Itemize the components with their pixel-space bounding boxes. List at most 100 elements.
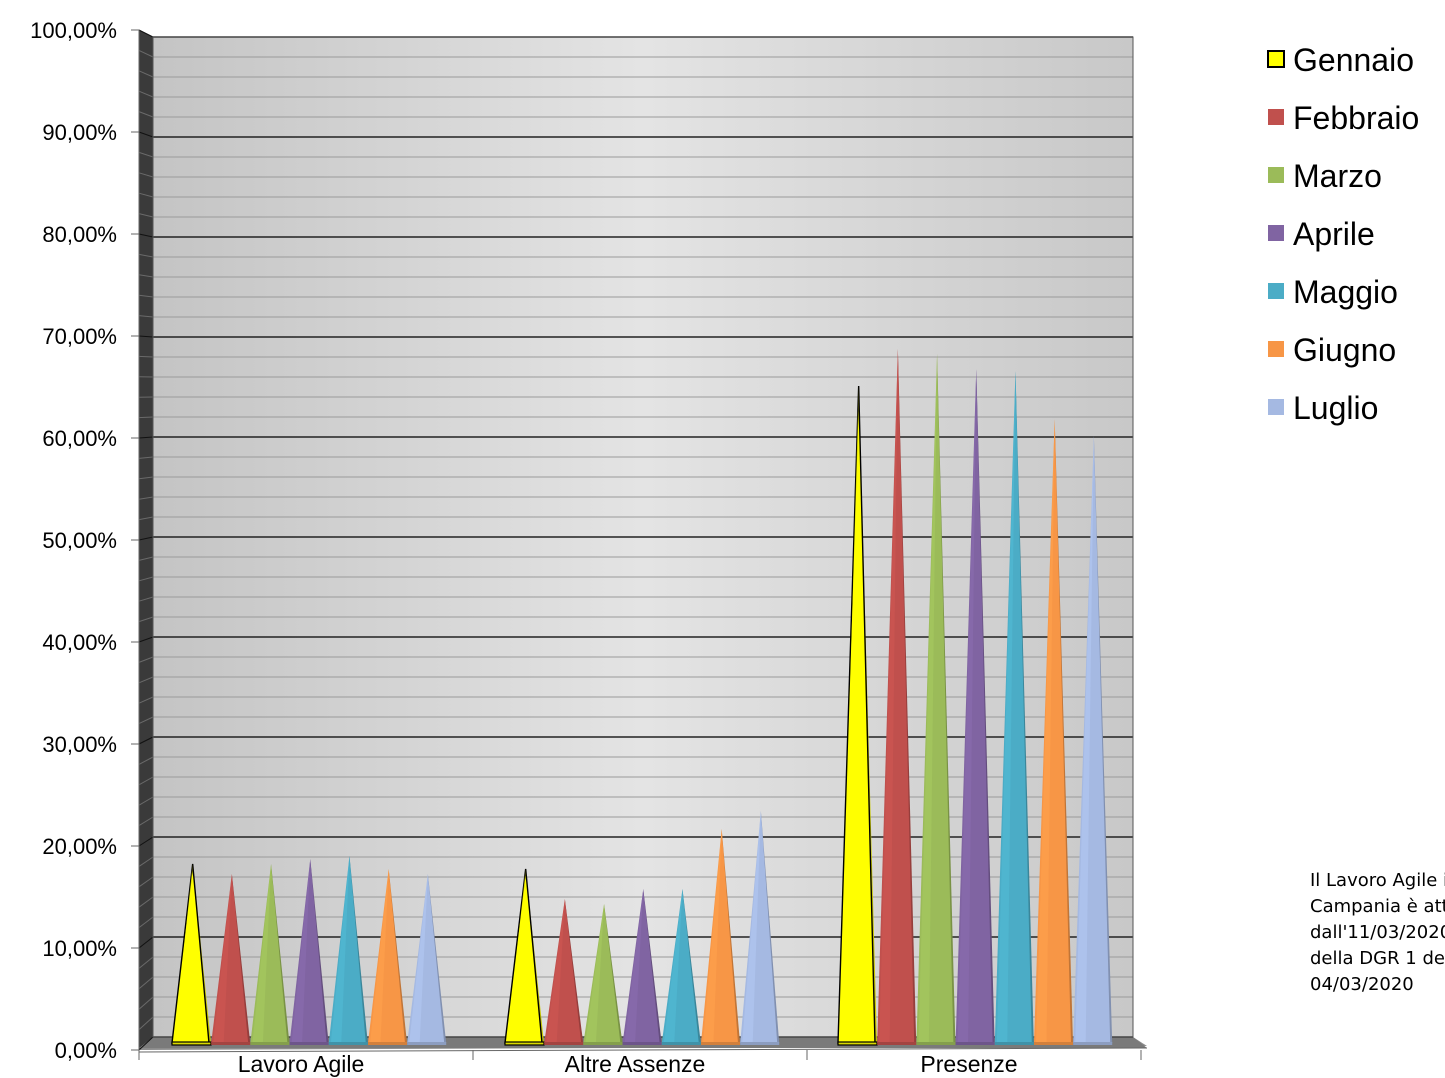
side-wall [139,30,153,1050]
legend-label: Maggio [1293,274,1398,310]
side-gridline [138,836,154,847]
annotation-note: Il Lavoro Agile in Regione Campania è at… [1310,868,1445,1078]
side-gridline [138,856,154,867]
note-line: Il Lavoro Agile in Regione [1310,870,1445,891]
side-gridline [138,70,154,78]
side-gridline [138,596,154,602]
side-gridline [138,355,154,358]
side-gridline [138,916,154,928]
legend-swatch [1268,399,1284,415]
side-gridline [138,274,154,278]
x-tick-label: Presenze [920,1051,1017,1077]
side-gridline [138,776,154,786]
side-gridline [138,936,154,949]
side-gridline [138,1036,154,1051]
legend-label: Luglio [1293,390,1378,426]
y-tick-label: 100,00% [30,18,117,43]
x-tick-label: Altre Assenze [565,1051,706,1077]
side-gridline [138,335,154,338]
y-tick-label: 40,00% [42,630,117,655]
side-gridline [138,696,154,704]
note-line: 04/03/2020 [1310,974,1414,995]
cone-highlight [996,371,1016,1043]
side-gridline [138,172,154,178]
cone-highlight [546,899,565,1043]
legend-label: Aprile [1293,216,1375,252]
side-gridline [138,976,154,990]
cone-highlight [957,369,977,1043]
side-gridline [138,253,154,258]
cone-highlight [409,874,428,1043]
side-gridline [138,556,154,561]
cone-highlight [1075,436,1094,1043]
legend-swatch [1268,167,1284,183]
side-gridline [138,416,154,419]
cone-highlight [174,864,193,1043]
cone-base [994,1042,1034,1045]
y-tick-label: 10,00% [42,936,117,961]
side-gridline [138,456,154,459]
y-tick-label: 60,00% [42,426,117,451]
side-gridline [138,496,154,500]
cone-highlight [1036,419,1055,1043]
y-tick-label: 80,00% [42,222,117,247]
cone-highlight [291,859,311,1043]
side-gridline [138,516,154,521]
x-tick-label: Lavoro Agile [238,1051,365,1077]
side-gridline [138,616,154,623]
cone-base [661,1042,701,1045]
side-gridline [138,233,154,238]
side-gridline [138,716,154,725]
cone-highlight [585,904,605,1043]
bars [171,349,1113,1046]
cone-base [171,1041,212,1046]
legend-label: Gennaio [1293,42,1414,78]
cone-base [504,1041,545,1046]
legend-swatch [1268,225,1284,241]
cone-base [211,1042,251,1045]
cone-base [328,1042,368,1045]
y-tick-label: 70,00% [42,324,117,349]
side-gridline [138,736,154,745]
cone-base [701,1042,740,1045]
cone-base [740,1042,780,1045]
cone-base [289,1042,329,1045]
cone-base [1034,1042,1073,1045]
legend-label: Febbraio [1293,100,1419,136]
side-gridline [138,213,154,218]
side-gridline [138,816,154,827]
side-gridline [138,956,154,969]
cone-highlight [918,354,938,1043]
legend-swatch [1267,50,1285,68]
cone-highlight [840,386,859,1043]
x-axis: Lavoro Agile Altre Assenze Presenze [138,1047,1148,1077]
side-gridline [138,796,154,806]
note-line: della DGR 1 del [1310,948,1445,969]
y-tick-label: 50,00% [42,528,117,553]
y-tick-label: 20,00% [42,834,117,859]
side-gridline [138,656,154,663]
cone-highlight [507,869,526,1043]
legend: Gennaio Febbraio Marzo Aprile Maggio Giugno Lu… [1267,42,1419,426]
cone-highlight [703,829,722,1043]
note-line: Campania è attivo [1310,896,1445,917]
cone-base [407,1042,447,1045]
legend-swatch [1268,341,1284,357]
side-gridline [138,315,154,318]
side-gridline [138,49,154,58]
side-gridline [138,536,154,541]
cone-highlight [663,889,683,1043]
cone-highlight [370,869,389,1043]
legend-label: Giugno [1293,332,1396,368]
side-gridline [138,294,154,298]
side-gridline [138,636,154,643]
cone-highlight [742,811,761,1043]
side-gridline [138,996,154,1010]
cone-highlight [252,864,272,1043]
cone-base [1073,1042,1113,1045]
cone-highlight [213,874,232,1043]
side-gridline [138,896,154,908]
side-gridline [138,90,154,98]
cone-base [955,1042,995,1045]
